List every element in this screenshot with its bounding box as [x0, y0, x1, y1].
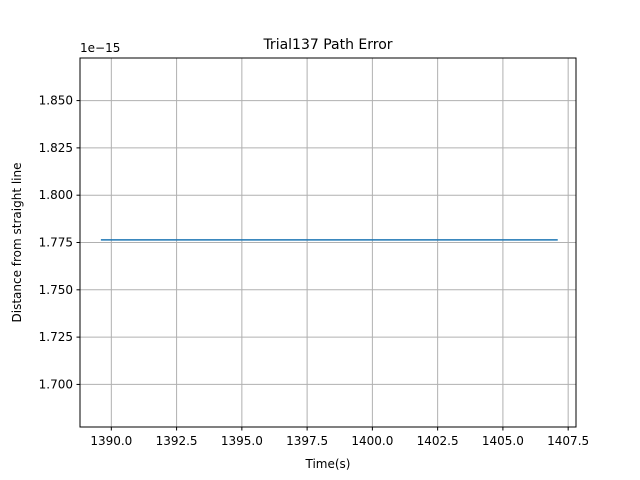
y-tick-label: 1.750: [39, 283, 73, 297]
x-tick-label: 1397.5: [286, 434, 328, 448]
y-tick-label: 1.800: [39, 188, 73, 202]
y-tick-label: 1.825: [39, 141, 73, 155]
y-axis-label: Distance from straight line: [10, 162, 24, 322]
x-tick-label: 1390.0: [90, 434, 132, 448]
x-tick-label: 1407.5: [547, 434, 589, 448]
y-tick-label: 1.725: [39, 330, 73, 344]
y-offset-label: 1e−15: [80, 41, 120, 55]
grid: [80, 58, 576, 427]
y-tick-label: 1.850: [39, 94, 73, 108]
x-axis-label: Time(s): [305, 457, 351, 471]
x-tick-label: 1395.0: [221, 434, 263, 448]
x-tick-label: 1402.5: [417, 434, 459, 448]
ticks: 1390.0 1392.5 1395.0 1397.5 1400.0 1402.5 1405…: [39, 94, 590, 448]
x-tick-label: 1405.0: [482, 434, 524, 448]
x-tick-label: 1400.0: [351, 434, 393, 448]
chart-title: Trial137 Path Error: [262, 37, 392, 53]
y-tick-label: 1.775: [39, 236, 73, 250]
x-tick-label: 1392.5: [156, 434, 198, 448]
y-tick-label: 1.700: [39, 377, 73, 391]
